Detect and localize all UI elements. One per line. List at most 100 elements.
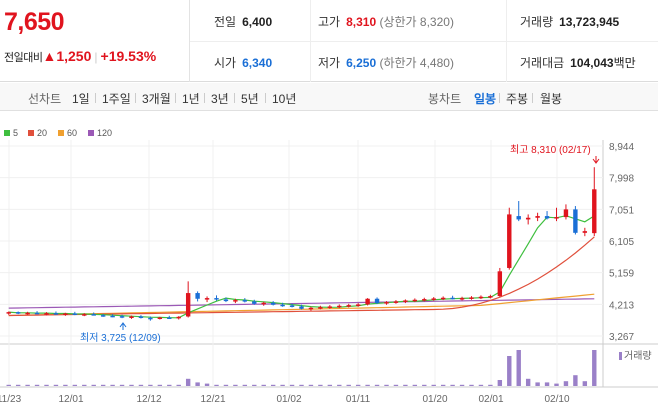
- tab-3month[interactable]: 3개월: [142, 92, 171, 106]
- volume-bar: [459, 384, 465, 386]
- candle-body: [82, 314, 87, 316]
- volume-bar: [507, 356, 512, 386]
- volume-bar: [185, 378, 191, 386]
- candle-body: [129, 316, 134, 318]
- candle-body: [6, 312, 11, 314]
- tab-1year[interactable]: 1년: [182, 92, 200, 106]
- volume-bar: [214, 384, 219, 386]
- x-tick-label: 01/11: [346, 394, 371, 405]
- candle-body: [110, 315, 115, 318]
- volume-bar: [469, 384, 474, 386]
- tab-10year[interactable]: 10년: [272, 92, 297, 106]
- tab-weekly[interactable]: 주봉: [506, 92, 529, 106]
- candle-body: [497, 271, 503, 297]
- candle-body: [563, 209, 569, 218]
- candle-body: [15, 312, 21, 314]
- volume-bar: [6, 384, 11, 386]
- tab-candle-chart[interactable]: 봉차트: [428, 92, 462, 106]
- tab-1day[interactable]: 1일: [72, 92, 90, 106]
- candle-body: [34, 312, 40, 315]
- candle-body: [440, 297, 446, 300]
- candle-body: [403, 300, 408, 302]
- volume-bar: [138, 384, 144, 386]
- candle-body: [459, 298, 465, 300]
- x-tick-label: 02/01: [478, 394, 503, 405]
- y-tick-label: 3,267: [609, 332, 634, 343]
- tab-5year[interactable]: 5년: [241, 92, 259, 106]
- tab-1week[interactable]: 1주일: [102, 92, 131, 106]
- volume-bar: [110, 384, 115, 386]
- candle-body: [72, 313, 78, 315]
- candle-body: [355, 304, 361, 306]
- candle-body: [242, 300, 248, 302]
- x-tick-label: 12/21: [200, 394, 225, 405]
- volume-bar: [450, 384, 455, 386]
- x-tick-label: 01/20: [422, 394, 447, 405]
- x-tick-label: 01/02: [276, 394, 301, 405]
- candle-body: [516, 216, 521, 220]
- volume-bar: [148, 384, 153, 386]
- volume-bar: [15, 384, 21, 386]
- volume-bar: [592, 350, 597, 386]
- volume-bar: [337, 384, 342, 386]
- volume-bar: [563, 381, 569, 386]
- legend-swatch-ma20: [28, 130, 34, 136]
- tab-3year[interactable]: 3년: [211, 92, 229, 106]
- volume-bar: [535, 382, 540, 386]
- candle-body: [327, 306, 333, 308]
- volume-bar: [431, 384, 436, 386]
- candle-body: [374, 298, 380, 304]
- candle-body: [167, 317, 172, 319]
- volume-bar: [478, 384, 484, 386]
- volume-bar: [252, 384, 257, 386]
- volume-bar: [157, 384, 163, 386]
- candle-body: [223, 299, 229, 302]
- volume-bar: [355, 384, 361, 386]
- volume-bar: [525, 378, 531, 386]
- candle-body: [431, 298, 436, 300]
- candle-body: [185, 293, 191, 317]
- price-change: 전일대비▲1,250 | +19.53%: [4, 48, 157, 64]
- volume-bar: [516, 350, 521, 386]
- volume-bar: [270, 384, 276, 386]
- volume-bar: [34, 384, 40, 386]
- candle-body: [450, 297, 455, 300]
- candle-body: [507, 214, 512, 268]
- candle-body: [157, 317, 163, 319]
- volume-bar: [53, 384, 59, 386]
- x-tick-label: 12/12: [136, 394, 161, 405]
- legend-label-ma120: 120: [97, 128, 112, 138]
- candle-body: [535, 216, 540, 218]
- x-tick-label: 02/10: [544, 394, 569, 405]
- candle-body: [488, 296, 493, 298]
- stock-chart[interactable]: 5 20 60 120 8,944 7,998 7,051 6,105 5,159 4,213 3,…: [0, 112, 658, 419]
- volume-bar: [327, 384, 333, 386]
- candle-body: [148, 317, 153, 320]
- volume-bar: [403, 384, 408, 386]
- volume-bar: [582, 381, 588, 386]
- legend-label-ma60: 60: [67, 128, 77, 138]
- candle-body: [337, 305, 342, 308]
- tab-line-chart[interactable]: 선차트: [28, 92, 62, 106]
- change-rate: +19.53%: [100, 48, 157, 64]
- tab-daily[interactable]: 일봉: [474, 92, 497, 106]
- y-tick-label: 4,213: [609, 300, 634, 311]
- volume-bar: [412, 384, 418, 386]
- candle-body: [233, 300, 238, 302]
- tab-monthly[interactable]: 월봉: [540, 92, 563, 106]
- candle-body: [261, 302, 266, 305]
- candle-body: [195, 293, 200, 299]
- candle-body: [554, 217, 559, 219]
- trade-amount: 거래대금 104,043백만: [520, 56, 636, 70]
- volume-bar: [440, 384, 446, 386]
- volume-bar: [393, 384, 399, 386]
- volume-bar: [242, 384, 248, 386]
- low-annotation: 최저 3,725 (12/09): [80, 332, 161, 344]
- volume-bar: [91, 384, 96, 386]
- volume-bar: [233, 384, 238, 386]
- candle-body: [346, 305, 351, 307]
- chart-tabs: 선차트 1일 1주일 3개월 1년 3년 5년 10년 봉차트 일봉 주봉 월봉: [0, 83, 658, 111]
- candle-body: [176, 316, 181, 319]
- candle-body: [393, 301, 399, 303]
- volume-bar: [261, 384, 266, 386]
